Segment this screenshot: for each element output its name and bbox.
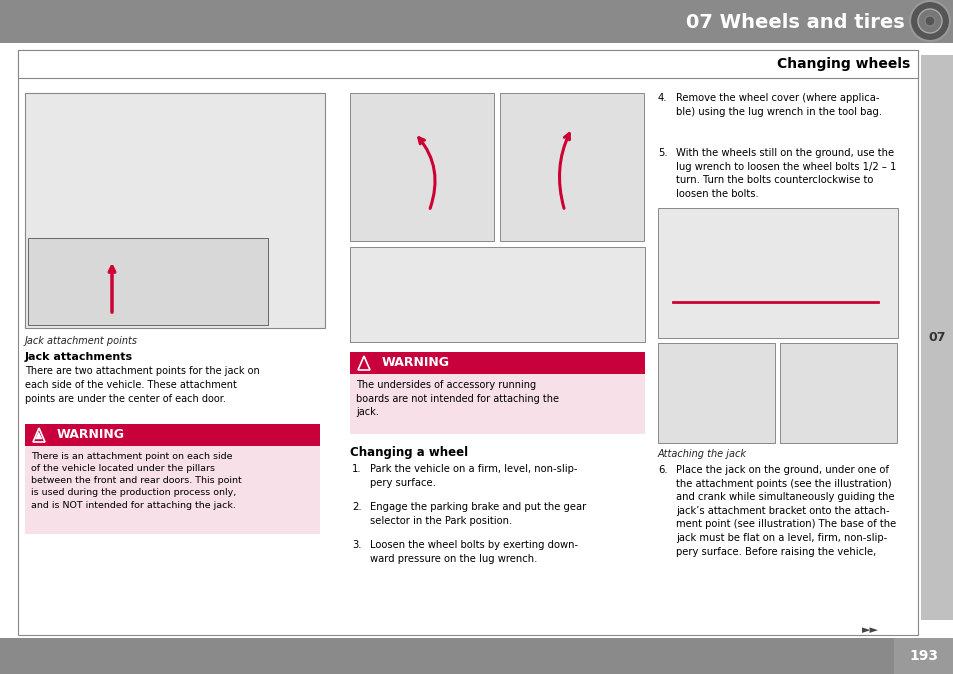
Bar (893, 638, 953, 674)
Text: WARNING: WARNING (57, 429, 125, 441)
Text: 193: 193 (908, 649, 938, 663)
Bar (0, 0, 953, 43)
Text: 1.: 1. (352, 464, 361, 474)
Bar (350, 93, 494, 241)
Text: Attaching the jack: Attaching the jack (658, 449, 746, 459)
Text: 2.: 2. (352, 502, 361, 512)
Bar (499, 93, 643, 241)
Bar (18, 50, 917, 78)
Text: There is an attachment point on each side
of the vehicle located under the pilla: There is an attachment point on each sid… (30, 452, 241, 510)
Text: Place the jack on the ground, under one of
the attachment points (see the illust: Place the jack on the ground, under one … (676, 465, 895, 557)
Bar (658, 343, 774, 443)
Text: 07 Wheels and tires: 07 Wheels and tires (685, 13, 904, 32)
Bar (920, 55, 953, 620)
Text: Jack attachment points: Jack attachment points (25, 336, 138, 346)
Text: Changing a wheel: Changing a wheel (350, 446, 468, 459)
Text: 3.: 3. (352, 540, 361, 550)
Text: 4.: 4. (658, 93, 667, 103)
Bar (25, 446, 319, 534)
Text: Park the vehicle on a firm, level, non-slip-
pery surface.: Park the vehicle on a firm, level, non-s… (370, 464, 577, 487)
Bar (350, 352, 644, 374)
Text: There are two attachment points for the jack on
each side of the vehicle. These : There are two attachment points for the … (25, 366, 259, 404)
Circle shape (917, 9, 941, 33)
Text: 07: 07 (928, 331, 945, 344)
Bar (18, 50, 917, 635)
Text: Changing wheels: Changing wheels (776, 57, 909, 71)
Circle shape (909, 1, 949, 41)
Text: Engage the parking brake and put the gear
selector in the Park position.: Engage the parking brake and put the gea… (370, 502, 586, 526)
Text: With the wheels still on the ground, use the
lug wrench to loosen the wheel bolt: With the wheels still on the ground, use… (676, 148, 896, 199)
Text: ►►: ►► (862, 625, 878, 635)
Bar (28, 238, 268, 325)
Text: Loosen the wheel bolts by exerting down-
ward pressure on the lug wrench.: Loosen the wheel bolts by exerting down-… (370, 540, 578, 563)
Bar (25, 424, 319, 446)
Text: 6.: 6. (658, 465, 667, 475)
Text: WARNING: WARNING (381, 357, 450, 369)
Bar (25, 93, 325, 328)
Text: Remove the wheel cover (where applica-
ble) using the lug wrench in the tool bag: Remove the wheel cover (where applica- b… (676, 93, 882, 117)
Bar (780, 343, 896, 443)
Text: ▲: ▲ (35, 430, 43, 440)
Bar (350, 374, 644, 434)
Bar (0, 638, 953, 674)
Text: Jack attachments: Jack attachments (25, 352, 133, 362)
Bar (350, 247, 644, 342)
Text: The undersides of accessory running
boards are not intended for attaching the
ja: The undersides of accessory running boar… (355, 380, 558, 417)
Circle shape (924, 16, 934, 26)
Bar (658, 208, 897, 338)
Text: 5.: 5. (658, 148, 667, 158)
